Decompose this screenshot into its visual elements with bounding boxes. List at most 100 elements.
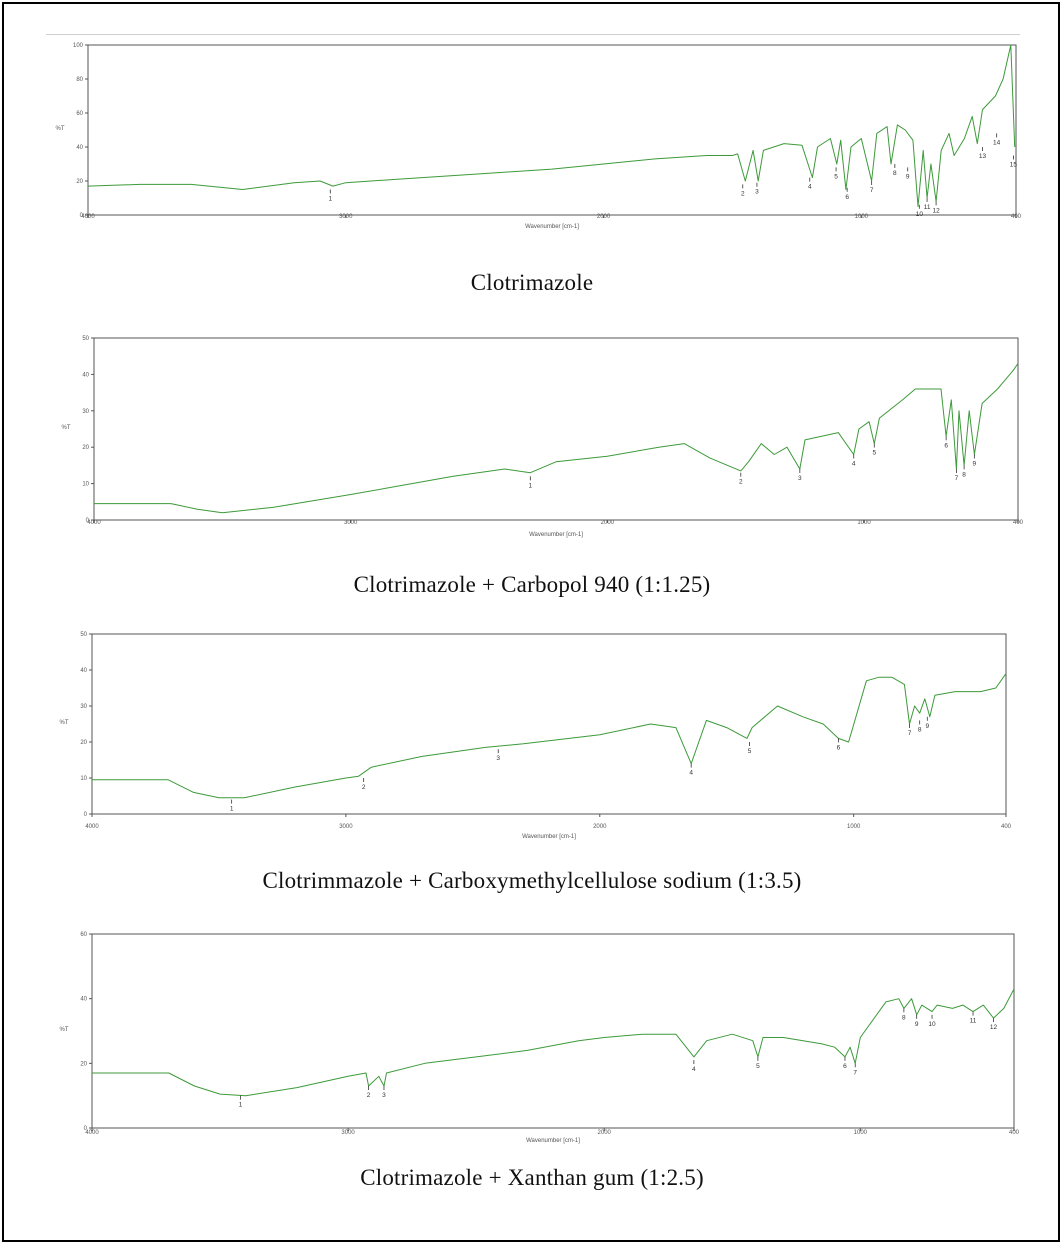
x-tick-label: 400 xyxy=(1001,824,1012,830)
peak-label: 4 xyxy=(692,1066,696,1073)
spectrum-trace xyxy=(94,363,1019,514)
ftir-spectrum-clotrimazole: 4000 3000 2000 1000 400020406080100Wavenumbe… xyxy=(56,43,1022,230)
y-tick-label: 0 xyxy=(84,812,88,818)
x-tick-label: 3000 xyxy=(341,1130,355,1136)
spectrum-trace xyxy=(92,673,1007,799)
peak-label: 6 xyxy=(944,442,948,449)
y-axis-label: %T xyxy=(62,425,71,431)
plot-frame xyxy=(93,337,1019,521)
peak-label: 1 xyxy=(239,1102,243,1109)
peak-label: 1 xyxy=(328,196,332,203)
y-tick-label: 0 xyxy=(80,213,84,219)
y-tick-label: 40 xyxy=(76,145,83,151)
peak-label: 9 xyxy=(973,460,977,467)
peak-label: 5 xyxy=(756,1063,760,1070)
peak-label: 7 xyxy=(870,187,874,194)
x-axis-label: Wavenumber [cm-1] xyxy=(529,532,583,538)
y-tick-label: 10 xyxy=(82,482,89,488)
caption-clotrimazole: Clotrimazole xyxy=(470,270,594,295)
x-tick-label: 2000 xyxy=(597,214,611,220)
x-tick-label: 4000 xyxy=(85,1130,99,1136)
peak-label: 3 xyxy=(496,755,500,762)
peak-label: 4 xyxy=(808,184,812,191)
plot-frame xyxy=(91,633,1007,815)
peak-label: 10 xyxy=(928,1021,936,1028)
y-tick-label: 0 xyxy=(84,1126,88,1132)
y-tick-label: 50 xyxy=(82,336,89,342)
x-tick-label: 1000 xyxy=(854,1130,868,1136)
x-tick-label: 400 xyxy=(1013,520,1024,526)
y-tick-label: 100 xyxy=(73,43,84,49)
peak-label: 6 xyxy=(845,194,849,201)
peak-label: 8 xyxy=(902,1014,906,1021)
peak-label: 2 xyxy=(741,190,745,197)
peak-label: 13 xyxy=(979,153,987,160)
peak-label: 8 xyxy=(918,726,922,733)
y-tick-label: 50 xyxy=(80,632,87,638)
peak-label: 8 xyxy=(893,170,897,177)
x-tick-label: 4000 xyxy=(87,520,101,526)
peak-label: 7 xyxy=(908,730,912,737)
caption-cmc-sodium: Clotrimmazole + Carboxymethylcellulose s… xyxy=(262,868,802,893)
peak-label: 2 xyxy=(367,1092,371,1099)
peak-label: 4 xyxy=(689,770,693,777)
spectrum-trace xyxy=(87,44,1016,207)
y-tick-label: 20 xyxy=(76,179,83,185)
y-axis-label: %T xyxy=(60,720,69,726)
peak-label: 3 xyxy=(755,189,759,196)
peak-label: 5 xyxy=(834,173,838,180)
y-tick-label: 20 xyxy=(80,1061,87,1067)
ftir-spectrum-cmc-sodium: 4000 3000 2000 1000 40001020304050Wavenumber… xyxy=(60,632,1012,840)
peak-label: 1 xyxy=(529,482,533,489)
x-axis-label: Wavenumber [cm-1] xyxy=(526,1138,580,1144)
x-tick-label: 1000 xyxy=(847,824,861,830)
x-tick-label: 4000 xyxy=(85,824,99,830)
peak-label: 8 xyxy=(962,471,966,478)
y-tick-label: 40 xyxy=(82,372,89,378)
x-tick-label: 400 xyxy=(1011,214,1022,220)
y-axis-label: %T xyxy=(56,126,65,132)
peak-label: 11 xyxy=(970,1018,977,1025)
x-tick-label: 2000 xyxy=(593,824,607,830)
y-tick-label: 10 xyxy=(80,776,87,782)
x-tick-label: 2000 xyxy=(598,1130,612,1136)
peak-label: 10 xyxy=(916,211,924,218)
y-tick-label: 60 xyxy=(76,111,83,117)
x-tick-label: 3000 xyxy=(344,520,358,526)
peak-label: 3 xyxy=(382,1092,386,1099)
x-tick-label: 3000 xyxy=(339,824,353,830)
peak-label: 15 xyxy=(1010,162,1018,169)
peak-label: 14 xyxy=(993,139,1001,146)
y-tick-label: 40 xyxy=(80,997,87,1003)
x-tick-label: 3000 xyxy=(339,214,353,220)
peak-label: 4 xyxy=(852,460,856,467)
y-axis-label: %T xyxy=(60,1027,69,1033)
peak-label: 12 xyxy=(990,1024,998,1031)
y-tick-label: 40 xyxy=(80,668,87,674)
peak-label: 1 xyxy=(230,806,234,813)
x-tick-label: 400 xyxy=(1009,1130,1020,1136)
peak-label: 12 xyxy=(932,207,940,214)
x-tick-label: 1000 xyxy=(855,214,869,220)
y-tick-label: 60 xyxy=(80,932,87,938)
y-tick-label: 0 xyxy=(86,518,90,524)
plot-frame xyxy=(91,933,1015,1129)
peak-label: 2 xyxy=(739,479,743,486)
y-tick-label: 80 xyxy=(76,77,83,83)
top-rule xyxy=(46,34,1020,35)
ftir-spectrum-carbopol: 4000 3000 2000 1000 40001020304050Wavenumber… xyxy=(62,336,1024,538)
peak-label: 7 xyxy=(955,475,959,482)
y-tick-label: 20 xyxy=(80,740,87,746)
y-tick-label: 30 xyxy=(80,704,87,710)
caption-xanthan: Clotrimazole + Xanthan gum (1:2.5) xyxy=(360,1165,704,1190)
peak-label: 6 xyxy=(837,744,841,751)
peak-label: 6 xyxy=(843,1063,847,1070)
y-tick-label: 20 xyxy=(82,445,89,451)
x-axis-label: Wavenumber [cm-1] xyxy=(522,834,576,840)
peak-label: 3 xyxy=(798,475,802,482)
x-tick-label: 4000 xyxy=(81,214,95,220)
peak-label: 2 xyxy=(362,784,366,791)
peak-label: 9 xyxy=(925,723,929,730)
